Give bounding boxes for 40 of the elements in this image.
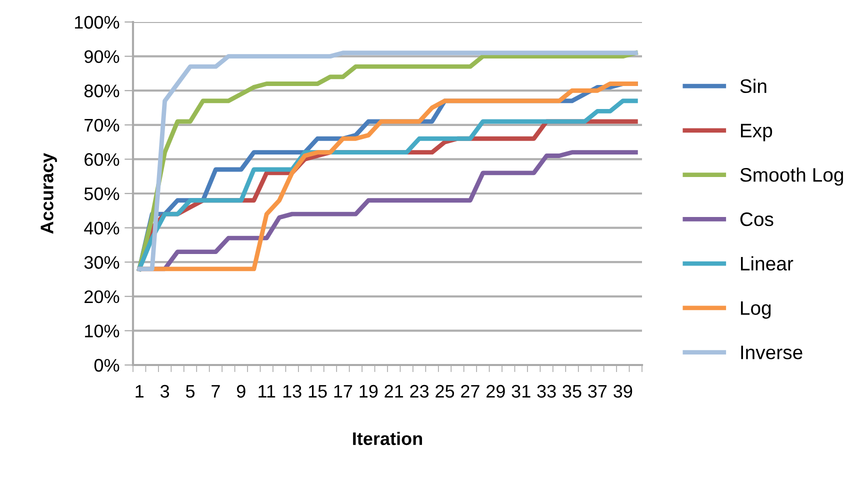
x-tick-label: 11 — [258, 385, 276, 398]
x-tick-label: 35 — [562, 384, 582, 398]
legend-label: Smooth Log — [740, 168, 843, 186]
x-tick-label: 29 — [486, 384, 505, 398]
x-tick-label: 27 — [461, 384, 480, 398]
legend-label: Log — [740, 301, 771, 319]
y-axis-title: Accuracy — [40, 152, 57, 234]
legend-label: Exp — [740, 124, 772, 142]
y-tick-label: 80% — [84, 84, 120, 98]
y-tick-label: 60% — [84, 153, 120, 166]
x-axis-title: Iteration — [353, 432, 422, 446]
x-tick-label: 3 — [160, 384, 170, 398]
x-tick-label: 1 — [136, 385, 144, 398]
x-tick-label: 21 — [384, 384, 404, 398]
x-tick-label: 37 — [588, 384, 607, 398]
y-tick-label: 30% — [84, 256, 120, 269]
x-tick-label: 17 — [334, 385, 352, 398]
legend-label: Sin — [740, 78, 766, 94]
x-tick-label: 23 — [410, 384, 429, 398]
y-tick-label: 40% — [84, 222, 120, 235]
x-tick-label: 15 — [308, 385, 327, 398]
y-tick-label: 20% — [84, 290, 120, 304]
x-tick-label: 31 — [512, 384, 530, 398]
legend-label: Linear — [740, 256, 794, 271]
x-tick-label: 13 — [283, 384, 302, 398]
x-tick-label: 33 — [537, 384, 556, 398]
y-tick-label: 50% — [84, 187, 120, 200]
x-tick-label: 7 — [212, 385, 220, 398]
y-tick-label: 90% — [84, 50, 120, 64]
y-tick-label: 0% — [94, 358, 120, 372]
y-tick-label: 10% — [85, 324, 120, 338]
legend-label: Inverse — [741, 346, 802, 360]
x-tick-label: 5 — [186, 385, 195, 398]
x-tick-label: 25 — [436, 384, 454, 398]
y-tick-label: 70% — [84, 118, 120, 132]
legend-label: Cos — [740, 212, 774, 226]
x-tick-label: 9 — [236, 384, 246, 398]
x-tick-label: 19 — [360, 384, 378, 398]
x-tick-label: 39 — [614, 384, 632, 398]
y-tick-label: 100% — [75, 16, 120, 29]
